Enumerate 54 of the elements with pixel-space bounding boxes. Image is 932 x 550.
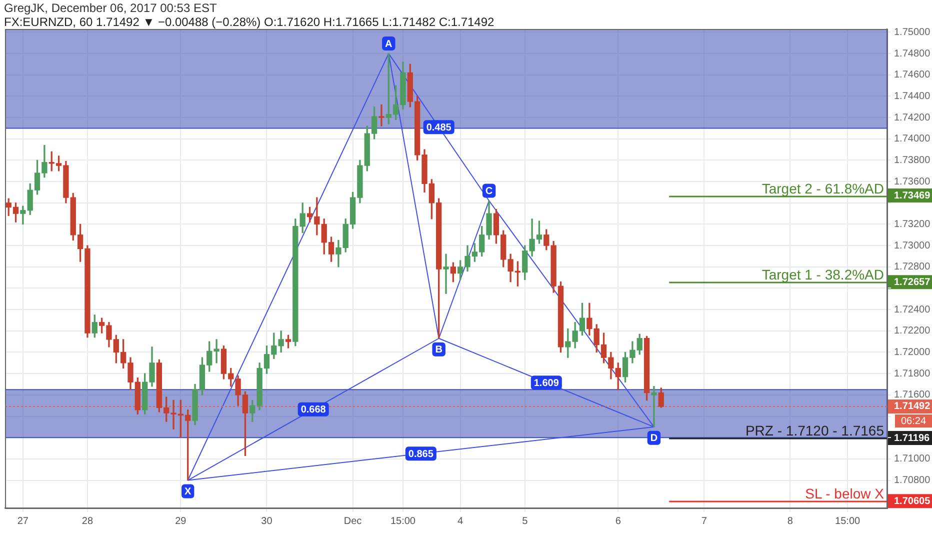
x-tick-label: 15:00	[835, 516, 861, 527]
ref-line-label: PRZ - 1.7120 - 1.7165	[745, 422, 884, 438]
y-tick-label: 1.72200	[894, 326, 931, 337]
x-tick-label: Dec	[344, 516, 362, 527]
annotation: 0.668	[300, 404, 326, 416]
chart-subtitle: GregJK, December 06, 2017 00:53 EST	[4, 1, 217, 15]
ref-line-label: SL - below X	[805, 486, 885, 502]
candlestick	[443, 254, 449, 294]
x-tick-label: 15:00	[390, 516, 416, 527]
y-tick-label: 1.72000	[894, 346, 931, 358]
y-tick-label: 1.72800	[894, 262, 931, 273]
y-tick-label: 1.71000	[894, 454, 931, 465]
candlestick	[651, 386, 657, 428]
annotation: A	[385, 38, 392, 50]
y-tick-label: 1.71492	[894, 401, 931, 412]
x-tick-label: 8	[787, 516, 794, 527]
y-tick-label: 1.73469	[894, 190, 931, 202]
x-tick-label: 6	[615, 516, 622, 527]
y-tick-label: 1.71196	[894, 432, 930, 444]
annotation: 0.485	[426, 122, 452, 134]
ref-line-label: Target 2 - 61.8%AD	[762, 180, 884, 196]
annotation: 0.865	[408, 448, 434, 460]
y-tick-label: 1.71800	[894, 368, 931, 380]
annotation: X	[184, 486, 192, 498]
y-tick-label: 1.72657	[894, 276, 931, 288]
y-tick-label: 1.73800	[894, 154, 931, 166]
y-tick-label: 1.73000	[894, 240, 931, 252]
annotation: 1.609	[534, 378, 560, 389]
x-tick-label: 28	[82, 516, 94, 527]
candlestick	[378, 104, 384, 126]
y-tick-label: 1.72400	[894, 304, 931, 316]
y-tick-label: 1.73600	[894, 176, 931, 188]
ref-line-label: Target 1 - 38.2%AD	[762, 266, 884, 282]
x-tick-label: 5	[522, 516, 528, 527]
y-tick-label: 1.73200	[894, 218, 931, 230]
annotation: C	[485, 186, 493, 198]
x-tick-label: 7	[701, 516, 708, 527]
y-tick-label: 1.74200	[894, 112, 931, 124]
chart-title: FX:EURNZD, 60 1.71492 ▼ −0.00488 (−0.28%) O:1.71620 H:1.71665 L:1.71482 C:1.71492	[4, 15, 494, 29]
text: 06:24	[900, 416, 926, 428]
annotation: B	[435, 344, 442, 356]
x-tick-label: 4	[458, 516, 464, 527]
y-tick-label: 1.74800	[894, 48, 931, 60]
x-tick-label: 27	[17, 516, 29, 527]
y-tick-label: 1.71600	[894, 390, 931, 401]
y-tick-label: 1.74600	[894, 70, 931, 81]
x-tick-label: 30	[261, 516, 273, 527]
y-tick-label: 1.74000	[894, 134, 931, 145]
y-tick-label: 1.75000	[894, 26, 931, 38]
annotation: D	[650, 433, 658, 444]
x-tick-label: 29	[175, 516, 187, 527]
y-tick-label: 1.70800	[894, 475, 931, 486]
y-tick-label: 1.70605	[894, 496, 931, 507]
y-tick-label: 1.74400	[894, 90, 931, 102]
